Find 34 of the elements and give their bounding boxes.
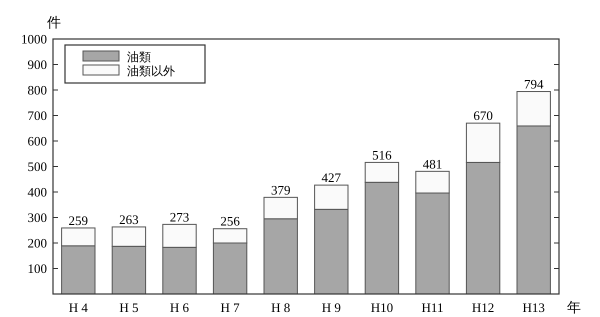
total-label: 259 <box>68 212 88 228</box>
x-tick-label: H11 <box>422 300 444 315</box>
x-tick-label: H13 <box>522 300 545 315</box>
total-label: 794 <box>524 76 544 92</box>
y-tick-label: 1000 <box>21 32 47 46</box>
total-label: 263 <box>119 212 139 227</box>
total-label: 273 <box>170 209 190 224</box>
y-tick-label: 800 <box>28 82 47 98</box>
x-tick-label: H12 <box>472 300 494 315</box>
x-axis-title: 年 <box>567 300 581 316</box>
x-tick-label: H 5 <box>119 300 138 315</box>
total-label: 427 <box>322 170 342 186</box>
total-label: 670 <box>473 108 493 124</box>
y-tick-label: 200 <box>28 236 47 250</box>
total-label: 379 <box>270 182 290 198</box>
y-tick-label: 700 <box>28 108 47 123</box>
x-tick-label: H 7 <box>220 300 240 315</box>
x-tick-label: H 8 <box>271 300 290 315</box>
total-label: 256 <box>220 214 240 229</box>
y-tick-label: 600 <box>28 134 47 148</box>
y-tick-label: 100 <box>28 261 47 276</box>
y-tick-label: 500 <box>28 159 47 174</box>
x-tick-label: H 6 <box>170 300 190 315</box>
total-label: 516 <box>372 147 392 162</box>
x-tick-label: H 4 <box>68 300 88 315</box>
x-tick-label: H10 <box>370 300 394 315</box>
legend-label: 油類 <box>127 50 151 64</box>
y-tick-label: 900 <box>28 57 47 72</box>
y-axis-title: 件 <box>47 15 61 31</box>
total-label: 481 <box>422 156 442 172</box>
x-tick-label: H 9 <box>322 300 341 315</box>
y-tick-label: 400 <box>28 184 47 200</box>
y-tick-label: 300 <box>28 210 47 225</box>
legend-label: 油類以外 <box>127 64 175 78</box>
